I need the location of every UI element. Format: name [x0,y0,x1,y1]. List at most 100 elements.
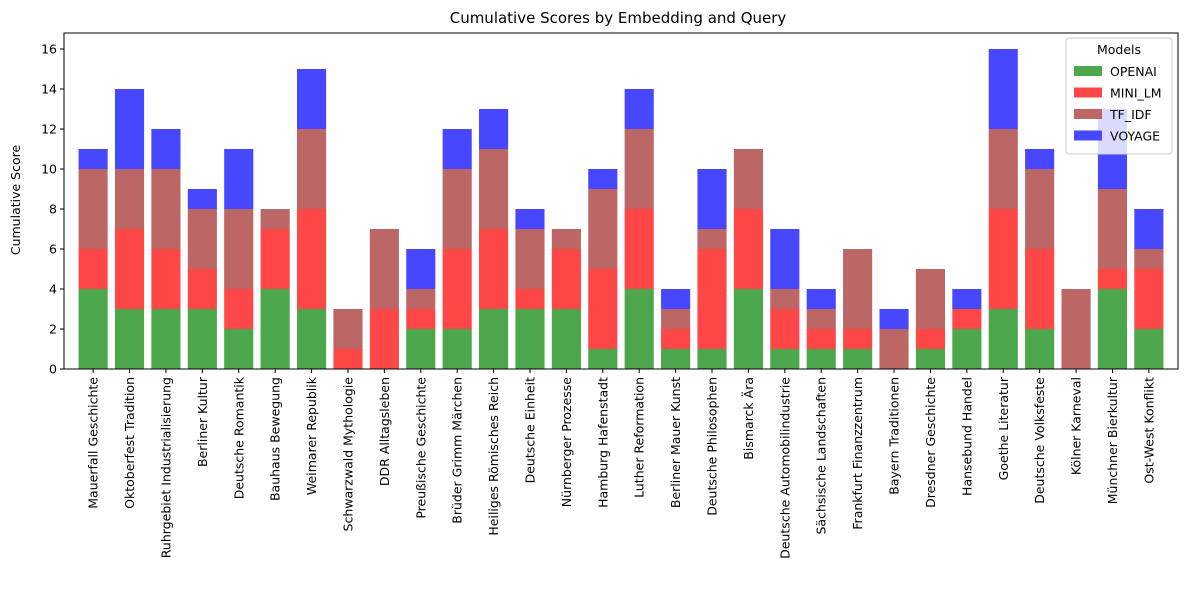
y-tick-label: 8 [49,202,57,217]
x-tick-label: Schwarzwald Mythologie [340,377,355,532]
bar-openai-9 [406,329,436,369]
x-tick-label: Berliner Kultur [195,376,210,467]
bar-openai-24 [952,329,982,369]
bar-voyage-22 [879,309,909,329]
bar-mini-lm-9 [406,309,436,329]
x-tick-label: Münchner Bierkultur [1105,376,1120,504]
bar-openai-4 [224,329,254,369]
legend-label-tf-idf: TF_IDF [1109,107,1152,122]
x-tick-label: Deutsche Volksfeste [1032,377,1047,504]
bar-voyage-14 [588,169,618,189]
x-tick-label: Bismarck Ära [741,377,756,460]
chart-title: Cumulative Scores by Embedding and Query [450,9,787,27]
x-tick-label: Heiliges Römisches Reich [486,377,501,536]
x-tick-label: Sächsische Landschaften [814,377,829,535]
bar-tf-idf-16 [661,309,691,329]
x-tick-label: Weimarer Republik [304,376,319,495]
legend-swatch-mini-lm [1074,87,1102,98]
y-ticks: 0 2 4 6 8 10 12 14 16 [41,42,64,377]
bar-voyage-26 [1025,149,1055,169]
x-tick-label: DDR Alltagsleben [377,377,392,486]
bar-openai-25 [988,309,1018,369]
bar-openai-21 [843,349,873,369]
bar-openai-23 [915,349,945,369]
bar-tf-idf-5 [260,209,290,229]
bar-voyage-29 [1134,209,1164,249]
bar-openai-6 [296,309,327,369]
bar-openai-14 [588,349,618,369]
bar-mini-lm-7 [333,349,363,369]
bar-openai-11 [479,309,509,369]
bar-mini-lm-24 [952,309,982,329]
x-tick-label: Deutsche Einheit [522,377,537,483]
bar-mini-lm-3 [187,269,217,309]
bar-mini-lm-26 [1025,249,1055,329]
bar-voyage-10 [442,129,472,169]
bar-tf-idf-29 [1134,249,1164,269]
y-tick-label: 12 [41,122,57,137]
bar-mini-lm-16 [661,329,691,349]
bar-tf-idf-21 [843,249,873,329]
bar-openai-15 [624,289,654,369]
bar-tf-idf-18 [733,149,763,209]
y-tick-label: 6 [49,242,57,257]
bar-mini-lm-20 [806,329,836,349]
bar-openai-18 [733,289,763,369]
bar-tf-idf-8 [369,229,399,309]
x-tick-label: Bayern Traditionen [887,377,902,495]
bar-tf-idf-23 [915,269,945,329]
x-tick-label: Preußische Geschichte [413,377,428,519]
bar-tf-idf-9 [406,289,436,309]
y-tick-label: 16 [41,42,57,57]
y-tick-label: 4 [49,282,57,297]
x-tick-label: Hamburg Hafenstadt [595,377,610,508]
bar-voyage-2 [151,129,181,169]
bar-voyage-20 [806,289,836,309]
legend-swatch-tf-idf [1074,109,1102,119]
bar-mini-lm-21 [843,329,873,349]
x-tick-label: Berliner Mauer Kunst [668,377,683,508]
bar-tf-idf-15 [624,129,654,209]
bar-mini-lm-13 [551,249,581,309]
bar-openai-26 [1025,329,1055,369]
y-tick-label: 10 [41,162,57,177]
bar-tf-idf-0 [78,169,108,249]
x-tick-label: Nürnberger Prozesse [559,377,574,508]
bar-tf-idf-14 [588,189,618,269]
legend-label-openai: OPENAI [1110,64,1157,79]
x-tick-label: Kölner Karneval [1069,377,1084,475]
x-tick-label: Ruhrgebiet Industrialisierung [158,377,173,558]
legend-title: Models [1097,42,1141,57]
y-tick-label: 14 [41,82,57,97]
legend-swatch-voyage [1074,130,1102,141]
bar-openai-29 [1134,329,1164,369]
bar-mini-lm-29 [1134,269,1164,329]
bar-mini-lm-0 [78,249,108,289]
x-ticks: Mauerfall Geschichte Oktoberfest Traditio… [86,369,1156,559]
bar-mini-lm-15 [624,209,654,289]
bar-tf-idf-28 [1097,189,1128,269]
bar-voyage-6 [296,69,327,129]
bar-openai-16 [661,349,691,369]
bar-voyage-11 [479,109,509,149]
bar-openai-12 [515,309,545,369]
bar-mini-lm-25 [988,209,1018,309]
bar-mini-lm-12 [515,289,545,309]
bar-openai-0 [78,289,108,369]
bars-layer [78,49,1164,369]
y-tick-label: 2 [49,322,57,337]
bar-voyage-19 [770,229,800,289]
x-tick-label: Oktoberfest Tradition [122,377,137,509]
bar-tf-idf-17 [697,229,727,249]
y-axis-label: Cumulative Score [8,145,23,256]
x-tick-label: Brüder Grimm Märchen [450,377,465,524]
legend-label-mini-lm: MINI_LM [1110,86,1162,101]
bar-tf-idf-1 [114,169,145,229]
bar-openai-19 [770,349,800,369]
x-tick-label: Luther Reformation [632,377,647,498]
bar-tf-idf-4 [224,209,254,289]
x-tick-label: Ost-West Konflikt [1141,377,1156,484]
bar-voyage-4 [224,149,254,209]
legend-label-voyage: VOYAGE [1110,129,1160,144]
